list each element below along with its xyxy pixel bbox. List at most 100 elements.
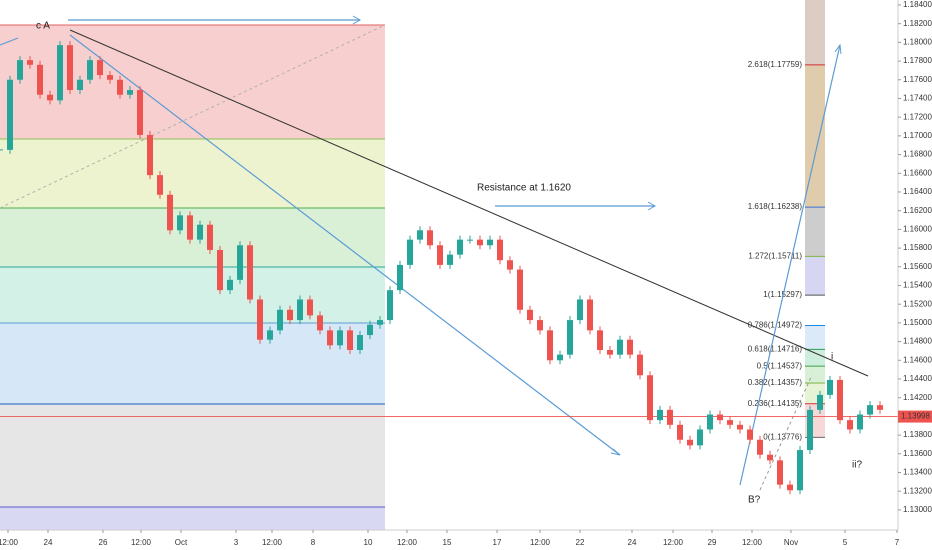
candle bbox=[367, 324, 373, 336]
candle bbox=[187, 215, 193, 240]
candle bbox=[657, 409, 663, 421]
y-tick-label: 1.17400 bbox=[903, 94, 932, 103]
fib-band bbox=[0, 506, 385, 530]
candle bbox=[397, 264, 403, 291]
y-tick-label: 1.15400 bbox=[903, 281, 932, 290]
annotation: Resistance at 1.1620 bbox=[477, 183, 571, 194]
x-tick-label: Nov bbox=[784, 538, 798, 547]
y-tick-label: 1.18400 bbox=[903, 0, 932, 9]
candle bbox=[777, 460, 783, 485]
fib-band bbox=[0, 322, 385, 404]
x-tick-label: 10 bbox=[364, 538, 373, 547]
fib-label: 0.5(1.14537) bbox=[757, 361, 803, 370]
candle bbox=[607, 349, 613, 355]
candle bbox=[137, 90, 143, 135]
candle bbox=[357, 335, 363, 350]
candle bbox=[597, 330, 603, 350]
x-tick-label: 26 bbox=[99, 538, 108, 547]
y-tick-label: 1.14400 bbox=[903, 374, 932, 383]
candle bbox=[497, 239, 503, 261]
candle bbox=[567, 320, 573, 355]
fib-label: 0.786(1.14972) bbox=[748, 321, 803, 330]
trendline bbox=[69, 29, 869, 377]
y-tick-label: 1.17800 bbox=[903, 56, 932, 65]
y-tick-label: 1.17000 bbox=[903, 131, 932, 140]
projection-line bbox=[739, 44, 841, 486]
fib-band bbox=[0, 266, 385, 323]
x-tick-label: 17 bbox=[493, 538, 502, 547]
candle bbox=[827, 379, 833, 395]
fib-band bbox=[805, 256, 825, 296]
candle bbox=[577, 299, 583, 321]
candle bbox=[857, 414, 863, 430]
y-tick-label: 1.16000 bbox=[903, 224, 932, 233]
y-tick-label: 1.16600 bbox=[903, 168, 932, 177]
y-tick-label: 1.15200 bbox=[903, 299, 932, 308]
candle bbox=[317, 315, 323, 331]
candle bbox=[737, 424, 743, 430]
arrowhead bbox=[647, 201, 657, 211]
candle bbox=[817, 394, 823, 410]
candle bbox=[7, 79, 13, 150]
y-tick-label: 1.16400 bbox=[903, 187, 932, 196]
fib-band bbox=[0, 24, 385, 139]
y-tick-label: 1.14200 bbox=[903, 393, 932, 402]
candle bbox=[837, 379, 843, 421]
candle bbox=[177, 215, 183, 231]
y-tick-label: 1.14800 bbox=[903, 337, 932, 346]
candle bbox=[867, 405, 873, 415]
candle bbox=[767, 454, 773, 461]
last-price-tag bbox=[898, 410, 932, 423]
fib-band bbox=[805, 207, 825, 257]
x-tick-label: Oct bbox=[175, 538, 188, 547]
candle bbox=[467, 239, 473, 241]
fib-band bbox=[0, 138, 385, 208]
fib-label: 1.272(1.15711) bbox=[748, 252, 802, 261]
drawing-layer bbox=[0, 15, 869, 491]
candle bbox=[37, 64, 43, 95]
fib-band bbox=[805, 366, 825, 384]
candle bbox=[117, 79, 123, 95]
candle bbox=[87, 60, 93, 80]
fib-label: 0.236(1.14135) bbox=[748, 399, 803, 408]
candle bbox=[717, 414, 723, 421]
x-tick-label: 12:00 bbox=[131, 538, 152, 547]
candle bbox=[157, 175, 163, 195]
candle bbox=[107, 75, 113, 80]
candle bbox=[237, 245, 243, 280]
y-tick-label: 1.18200 bbox=[903, 19, 932, 28]
x-tick-label: 24 bbox=[628, 538, 637, 547]
x-tick-label: 3 bbox=[234, 538, 239, 547]
y-tick-label: 1.13400 bbox=[903, 468, 932, 477]
candle bbox=[807, 409, 813, 451]
candle bbox=[297, 299, 303, 321]
candles bbox=[0, 41, 898, 495]
annotation: i bbox=[831, 352, 833, 363]
fib-band bbox=[805, 0, 825, 65]
candle bbox=[427, 230, 433, 246]
annotation: B? bbox=[748, 495, 761, 506]
candle bbox=[227, 279, 233, 291]
candle bbox=[667, 409, 673, 425]
candle bbox=[437, 245, 443, 265]
y-tick-label: 1.13800 bbox=[903, 430, 932, 439]
fib-band bbox=[805, 325, 825, 350]
fib-band bbox=[805, 295, 825, 326]
arrowhead bbox=[352, 15, 362, 25]
candle bbox=[127, 90, 133, 95]
y-tick-label: 1.17600 bbox=[903, 75, 932, 84]
y-tick-label: 1.13000 bbox=[903, 505, 932, 514]
annotation: c A bbox=[36, 21, 50, 32]
fib-label: 0.618(1.14716) bbox=[748, 345, 803, 354]
candle bbox=[17, 60, 23, 80]
annotation: ii? bbox=[852, 460, 862, 471]
candle bbox=[217, 249, 223, 291]
candle bbox=[457, 239, 463, 255]
channel-line bbox=[69, 34, 621, 456]
candle bbox=[267, 330, 273, 340]
candle bbox=[707, 414, 713, 430]
candle bbox=[517, 269, 523, 310]
x-tick-label: 7 bbox=[895, 538, 900, 547]
candle bbox=[257, 299, 263, 340]
candle bbox=[77, 79, 83, 91]
